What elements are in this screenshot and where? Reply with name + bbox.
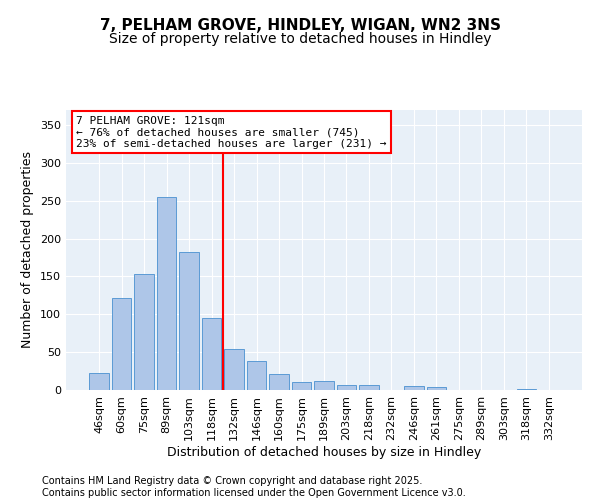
Bar bbox=[269, 374, 289, 390]
Bar bbox=[112, 298, 131, 390]
Text: Contains HM Land Registry data © Crown copyright and database right 2025.
Contai: Contains HM Land Registry data © Crown c… bbox=[42, 476, 466, 498]
Bar bbox=[157, 197, 176, 390]
Bar bbox=[314, 381, 334, 390]
Bar bbox=[89, 372, 109, 390]
X-axis label: Distribution of detached houses by size in Hindley: Distribution of detached houses by size … bbox=[167, 446, 481, 458]
Bar bbox=[202, 318, 221, 390]
Bar bbox=[404, 386, 424, 390]
Text: 7 PELHAM GROVE: 121sqm
← 76% of detached houses are smaller (745)
23% of semi-de: 7 PELHAM GROVE: 121sqm ← 76% of detached… bbox=[76, 116, 387, 149]
Bar bbox=[134, 274, 154, 390]
Bar bbox=[292, 382, 311, 390]
Bar bbox=[427, 387, 446, 390]
Bar bbox=[179, 252, 199, 390]
Bar bbox=[359, 386, 379, 390]
Bar bbox=[337, 384, 356, 390]
Text: Size of property relative to detached houses in Hindley: Size of property relative to detached ho… bbox=[109, 32, 491, 46]
Bar bbox=[517, 389, 536, 390]
Text: 7, PELHAM GROVE, HINDLEY, WIGAN, WN2 3NS: 7, PELHAM GROVE, HINDLEY, WIGAN, WN2 3NS bbox=[100, 18, 500, 32]
Bar bbox=[247, 361, 266, 390]
Y-axis label: Number of detached properties: Number of detached properties bbox=[22, 152, 34, 348]
Bar bbox=[224, 349, 244, 390]
